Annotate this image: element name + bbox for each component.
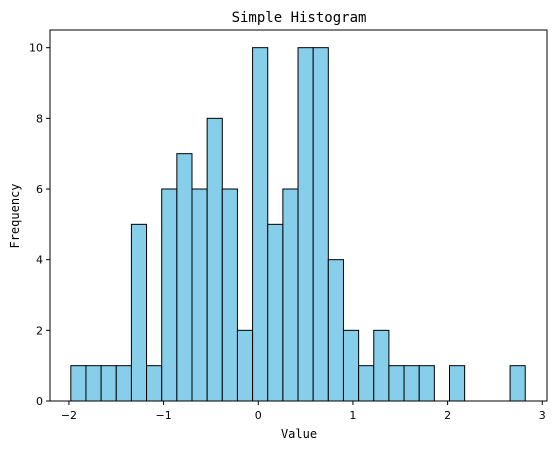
histogram-bar	[252, 47, 269, 402]
y-tick-label: 0	[36, 395, 43, 408]
histogram-bar	[115, 365, 132, 402]
histogram-bar	[282, 188, 299, 402]
x-tick-label: −2	[61, 409, 77, 422]
histogram-bar	[327, 259, 344, 402]
y-tick-label: 2	[36, 324, 43, 337]
bars-group	[70, 47, 526, 402]
histogram-bar	[403, 365, 420, 402]
histogram-bar	[236, 329, 254, 402]
y-tick-label: 8	[36, 112, 43, 125]
histogram-bar	[388, 365, 405, 402]
histogram-bar	[191, 188, 208, 402]
x-tick-label: −1	[155, 409, 171, 422]
x-axis-ticks: −2 −1 0 1 2 3	[61, 401, 546, 422]
x-tick-label: 0	[255, 409, 262, 422]
histogram-bar	[358, 365, 375, 402]
histogram-bar	[342, 329, 360, 402]
histogram-bar	[146, 365, 163, 402]
histogram-bar	[206, 117, 223, 402]
x-axis-label: Value	[281, 427, 317, 441]
y-axis-label: Frequency	[8, 183, 22, 248]
histogram-bar	[448, 365, 466, 402]
histogram-bar	[221, 188, 238, 402]
histogram-bar	[297, 47, 314, 402]
y-tick-label: 4	[36, 254, 43, 267]
histogram-bar	[85, 365, 102, 402]
y-axis-ticks: 0 2 4 6 8 10	[29, 42, 50, 408]
histogram-bar	[100, 365, 117, 402]
x-tick-label: 1	[349, 409, 356, 422]
chart-title: Simple Histogram	[232, 10, 367, 26]
y-tick-label: 10	[29, 42, 43, 55]
histogram-bar	[161, 188, 178, 402]
histogram-bar	[509, 365, 526, 402]
histogram-bar	[130, 223, 148, 402]
y-tick-label: 6	[36, 183, 43, 196]
histogram-bar	[418, 365, 435, 402]
histogram-bar	[312, 47, 329, 402]
histogram-bar	[176, 153, 193, 402]
x-tick-label: 3	[539, 409, 546, 422]
plot-frame	[49, 29, 548, 402]
histogram-bar	[267, 223, 284, 402]
x-tick-label: 2	[444, 409, 451, 422]
histogram-bar	[70, 365, 87, 402]
histogram-bar	[373, 329, 390, 402]
